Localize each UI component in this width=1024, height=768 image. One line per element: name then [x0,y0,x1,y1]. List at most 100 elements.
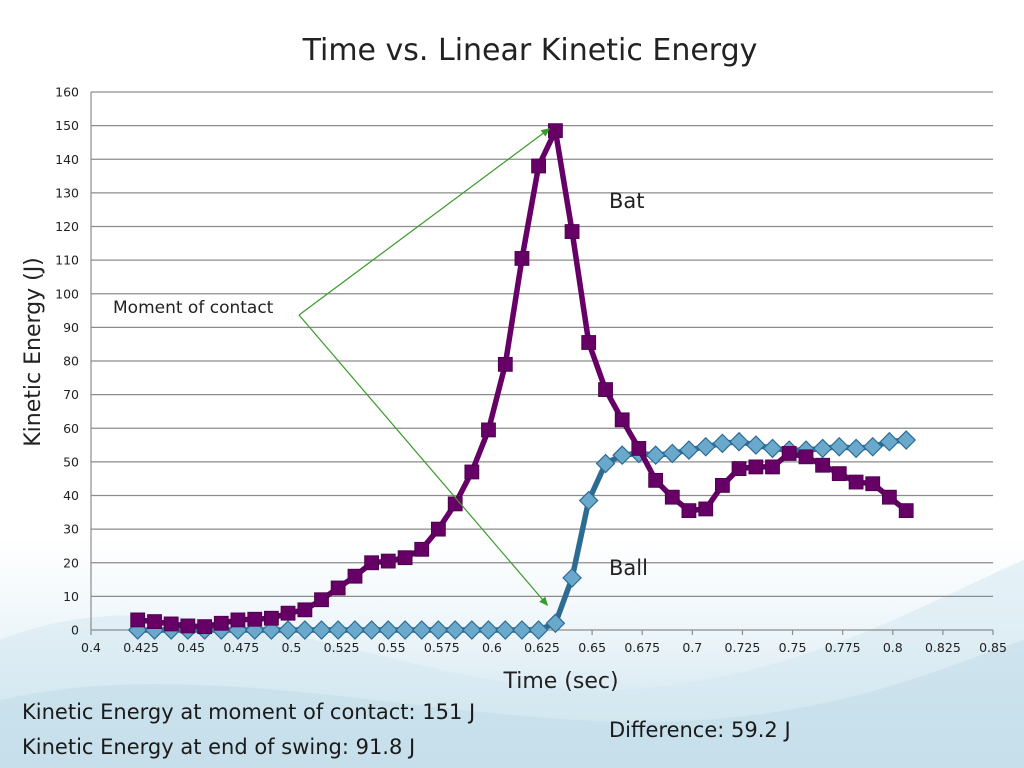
bat-point [881,489,897,505]
ke-end-text: Kinetic Energy at end of swing: 91.8 J [22,735,416,759]
ball-line [134,437,909,633]
y-tick-label: 40 [63,488,79,503]
bat-series [130,123,914,635]
x-tick-label: 0.525 [324,640,360,655]
bat-point [664,489,680,505]
bat-point [698,501,714,517]
ball-point [478,620,499,640]
ball-point [295,620,315,640]
bat-point [531,158,546,174]
x-tick-label: 0.85 [979,640,1007,655]
bat-point [614,412,630,428]
ball-point [762,438,783,459]
ball-point [812,438,833,459]
bat-series-label: Bat [609,189,645,213]
ball-point [695,436,716,457]
x-tick-label: 0.475 [223,640,259,655]
y-tick-label: 0 [71,623,79,638]
bat-point [831,466,847,482]
x-tick-label: 0.425 [123,640,159,655]
ball-point [729,431,749,452]
bat-point [598,382,613,397]
bat-point [514,251,530,266]
ke-contact-text: Kinetic Energy at moment of contact: 151… [22,700,476,724]
bat-point [648,472,664,488]
bat-point [464,464,480,480]
x-tick-label: 0.575 [424,640,460,655]
bat-point [213,615,229,631]
bat-point [130,612,146,628]
bat-point [380,553,396,569]
ball-point [461,620,482,640]
bat-point [297,602,313,618]
ball-point [411,620,432,640]
ball-point [662,443,683,464]
bat-point [898,503,914,519]
ball-series-label: Ball [609,556,648,580]
ball-point [829,436,850,457]
bat-point [765,459,780,475]
x-tick-label: 0.775 [825,640,861,655]
moment-of-contact-label: Moment of contact [113,298,274,318]
bat-point [314,592,329,608]
x-tick-label: 0.625 [524,640,560,655]
series-group [127,123,917,640]
ball-point [862,436,883,457]
ball-point [345,620,365,640]
ball-point [445,620,466,640]
ball-point [612,445,633,465]
y-tick-label: 110 [55,253,79,268]
y-tick-label: 60 [63,421,79,436]
x-tick-label: 0.725 [725,640,761,655]
bat-point [347,568,363,584]
bat-point [364,555,380,571]
y-tick-label: 160 [55,85,79,100]
x-tick-label: 0.75 [779,640,807,655]
ball-point [528,620,549,640]
bat-point [497,356,513,372]
x-tick-label: 0.55 [378,640,406,655]
ball-point [361,620,382,640]
y-axis-label: Kinetic Energy (J) [21,257,46,447]
bat-point [865,476,881,492]
ball-point [679,440,699,460]
y-tick-label: 50 [63,454,79,469]
bat-point [748,459,764,475]
bat-point [397,550,413,566]
contact-arrow-to-ball [298,314,549,607]
bat-point [197,619,213,635]
y-tick-label: 80 [63,354,79,369]
ball-point [545,613,566,634]
bat-point [147,614,162,629]
ball-point [578,490,599,511]
contact-arrow-to-bat [298,128,551,316]
x-tick-label: 0.5 [281,640,301,655]
bat-point [330,580,346,596]
bat-point [798,449,814,465]
ball-point [278,620,298,640]
bat-point [848,474,864,490]
ball-point [495,620,516,640]
x-tick-label: 0.7 [682,640,702,655]
bat-point [163,616,179,632]
y-tick-label: 140 [55,152,79,167]
ball-point [846,438,866,459]
y-tick-label: 130 [55,185,79,200]
y-tick-label: 120 [55,219,79,234]
bat-point [280,605,296,621]
x-tick-label: 0.6 [482,640,502,655]
x-tick-label: 0.45 [177,640,205,655]
bat-point [481,422,496,438]
annotations: Moment of contact Bat Ball [113,128,648,607]
bat-point [180,618,196,634]
bat-point [815,457,831,473]
bat-point [263,610,279,626]
grid-lines [90,91,993,631]
bat-point [414,541,430,557]
y-tick-label: 100 [55,286,79,301]
bat-point [631,441,647,456]
y-tick-label: 150 [55,118,79,133]
ball-point [311,620,332,640]
bat-point [564,224,580,239]
difference-text: Difference: 59.2 J [609,718,791,742]
